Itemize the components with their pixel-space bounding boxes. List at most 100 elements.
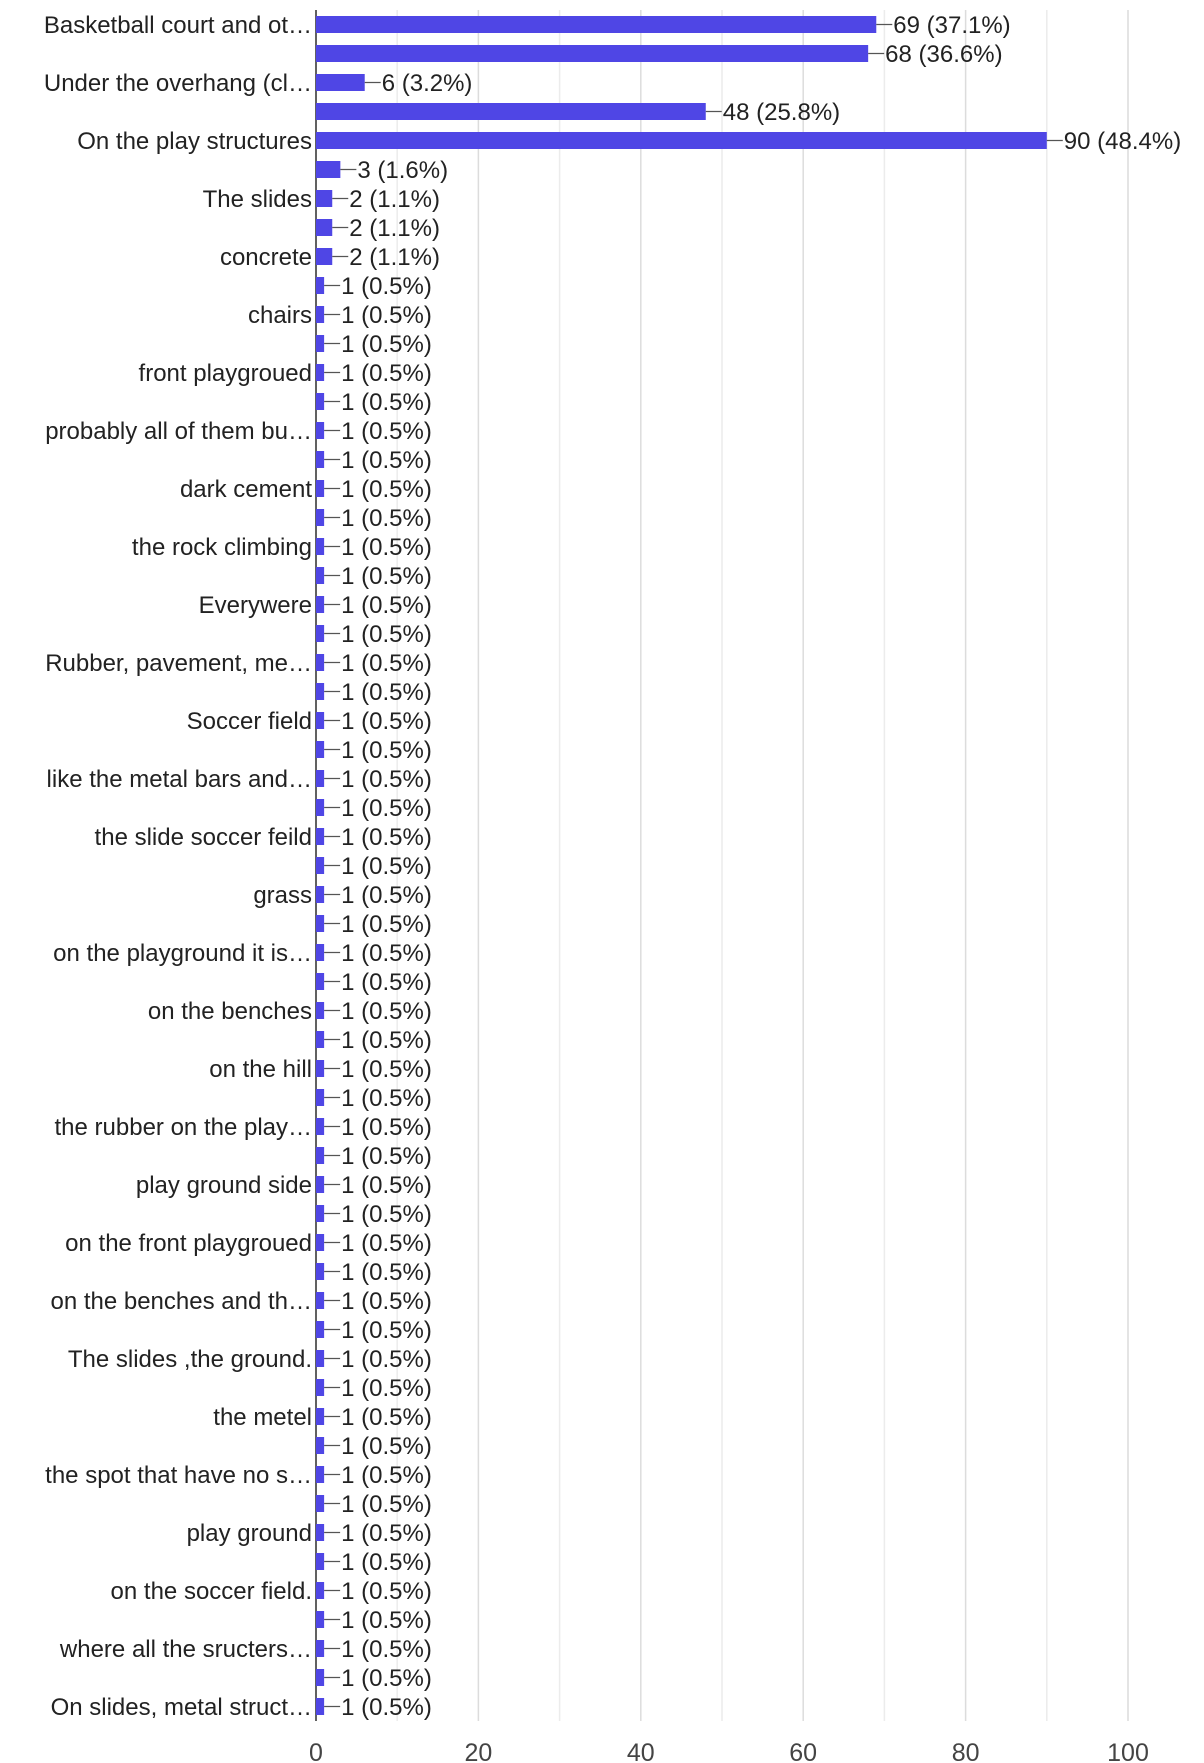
category-label: The slides ,the ground. xyxy=(68,1346,312,1373)
bar xyxy=(316,509,325,526)
data-label: 1 (0.5%) xyxy=(341,1520,432,1547)
bar xyxy=(316,1031,325,1048)
data-label: 1 (0.5%) xyxy=(341,998,432,1025)
category-label: on the soccer field. xyxy=(111,1578,312,1605)
data-label: 1 (0.5%) xyxy=(341,1665,432,1692)
data-label: 1 (0.5%) xyxy=(341,1085,432,1112)
category-label: play ground xyxy=(187,1520,312,1547)
bar xyxy=(316,161,341,178)
category-label: On slides, metal struct… xyxy=(51,1694,312,1721)
data-label: 90 (48.4%) xyxy=(1064,128,1181,155)
data-label: 1 (0.5%) xyxy=(341,1230,432,1257)
data-label: 1 (0.5%) xyxy=(341,1607,432,1634)
bar xyxy=(316,770,325,787)
bar xyxy=(316,190,333,207)
bar xyxy=(316,1553,325,1570)
bar xyxy=(316,45,869,62)
bar xyxy=(316,712,325,729)
bar xyxy=(316,915,325,932)
data-label: 1 (0.5%) xyxy=(341,302,432,329)
data-label: 3 (1.6%) xyxy=(357,157,448,184)
data-label: 1 (0.5%) xyxy=(341,476,432,503)
bar xyxy=(316,538,325,555)
data-label: 2 (1.1%) xyxy=(349,215,440,242)
data-label: 1 (0.5%) xyxy=(341,563,432,590)
bar xyxy=(316,886,325,903)
data-label: 1 (0.5%) xyxy=(341,650,432,677)
data-label: 48 (25.8%) xyxy=(723,99,840,126)
x-tick-label: 80 xyxy=(952,1739,980,1763)
bar xyxy=(316,335,325,352)
data-label: 1 (0.5%) xyxy=(341,534,432,561)
category-label: the rubber on the play… xyxy=(55,1114,313,1141)
data-label: 1 (0.5%) xyxy=(341,853,432,880)
bar xyxy=(316,422,325,439)
data-label: 1 (0.5%) xyxy=(341,1288,432,1315)
data-label: 1 (0.5%) xyxy=(341,679,432,706)
category-label: On the play structures xyxy=(77,128,312,155)
data-label: 1 (0.5%) xyxy=(341,447,432,474)
bar xyxy=(316,741,325,758)
grid-layer xyxy=(315,10,1129,1721)
category-label: grass xyxy=(253,882,312,909)
category-label: on the benches xyxy=(148,998,312,1025)
bar xyxy=(316,103,706,120)
x-tick-label: 0 xyxy=(309,1739,323,1763)
bar xyxy=(316,1640,325,1657)
bar xyxy=(316,1350,325,1367)
data-label: 1 (0.5%) xyxy=(341,1317,432,1344)
category-label: like the metal bars and… xyxy=(47,766,312,793)
bar xyxy=(316,480,325,497)
category-label: on the benches and th… xyxy=(50,1288,312,1315)
bar xyxy=(316,654,325,671)
data-label: 69 (37.1%) xyxy=(893,12,1010,39)
category-label: probably all of them bu… xyxy=(45,418,312,445)
category-label: on the hill xyxy=(209,1056,312,1083)
category-label: play ground side xyxy=(136,1172,312,1199)
bar xyxy=(316,132,1047,149)
category-label: The slides xyxy=(203,186,312,213)
data-label: 1 (0.5%) xyxy=(341,389,432,416)
data-label: 1 (0.5%) xyxy=(341,1346,432,1373)
bar xyxy=(316,451,325,468)
bar xyxy=(316,1408,325,1425)
bar xyxy=(316,219,333,236)
data-label: 1 (0.5%) xyxy=(341,1027,432,1054)
bar xyxy=(316,1495,325,1512)
bar xyxy=(316,1698,325,1715)
data-label: 1 (0.5%) xyxy=(341,1259,432,1286)
bar xyxy=(316,393,325,410)
data-label: 1 (0.5%) xyxy=(341,1201,432,1228)
bar xyxy=(316,625,325,642)
data-label: 1 (0.5%) xyxy=(341,882,432,909)
bars-layer: 69 (37.1%)68 (36.6%) 6 (3.2%) 48 (25.8%) 90… xyxy=(316,12,1181,1721)
bar xyxy=(316,1437,325,1454)
bar xyxy=(316,248,333,265)
category-label: Everywere xyxy=(199,592,312,619)
data-label: 1 (0.5%) xyxy=(341,1404,432,1431)
category-label: the slide soccer feild xyxy=(95,824,312,851)
data-label: 1 (0.5%) xyxy=(341,1172,432,1199)
category-label: on the front playgroued xyxy=(65,1230,312,1257)
category-label: Soccer field xyxy=(187,708,312,735)
data-label: 1 (0.5%) xyxy=(341,273,432,300)
data-label: 1 (0.5%) xyxy=(341,1549,432,1576)
x-tick-label: 20 xyxy=(464,1739,492,1763)
category-label: the metel xyxy=(213,1404,312,1431)
data-label: 1 (0.5%) xyxy=(341,1114,432,1141)
bar xyxy=(316,1205,325,1222)
x-tick-label: 60 xyxy=(789,1739,817,1763)
data-label: 1 (0.5%) xyxy=(341,360,432,387)
data-label: 1 (0.5%) xyxy=(341,911,432,938)
category-label: Basketball court and ot… xyxy=(44,12,312,39)
bar xyxy=(316,567,325,584)
data-label: 1 (0.5%) xyxy=(341,621,432,648)
bar xyxy=(316,1669,325,1686)
category-label: where all the sructers… xyxy=(59,1636,312,1663)
bar xyxy=(316,364,325,381)
data-label: 1 (0.5%) xyxy=(341,331,432,358)
bar xyxy=(316,1263,325,1280)
data-label: 1 (0.5%) xyxy=(341,1578,432,1605)
